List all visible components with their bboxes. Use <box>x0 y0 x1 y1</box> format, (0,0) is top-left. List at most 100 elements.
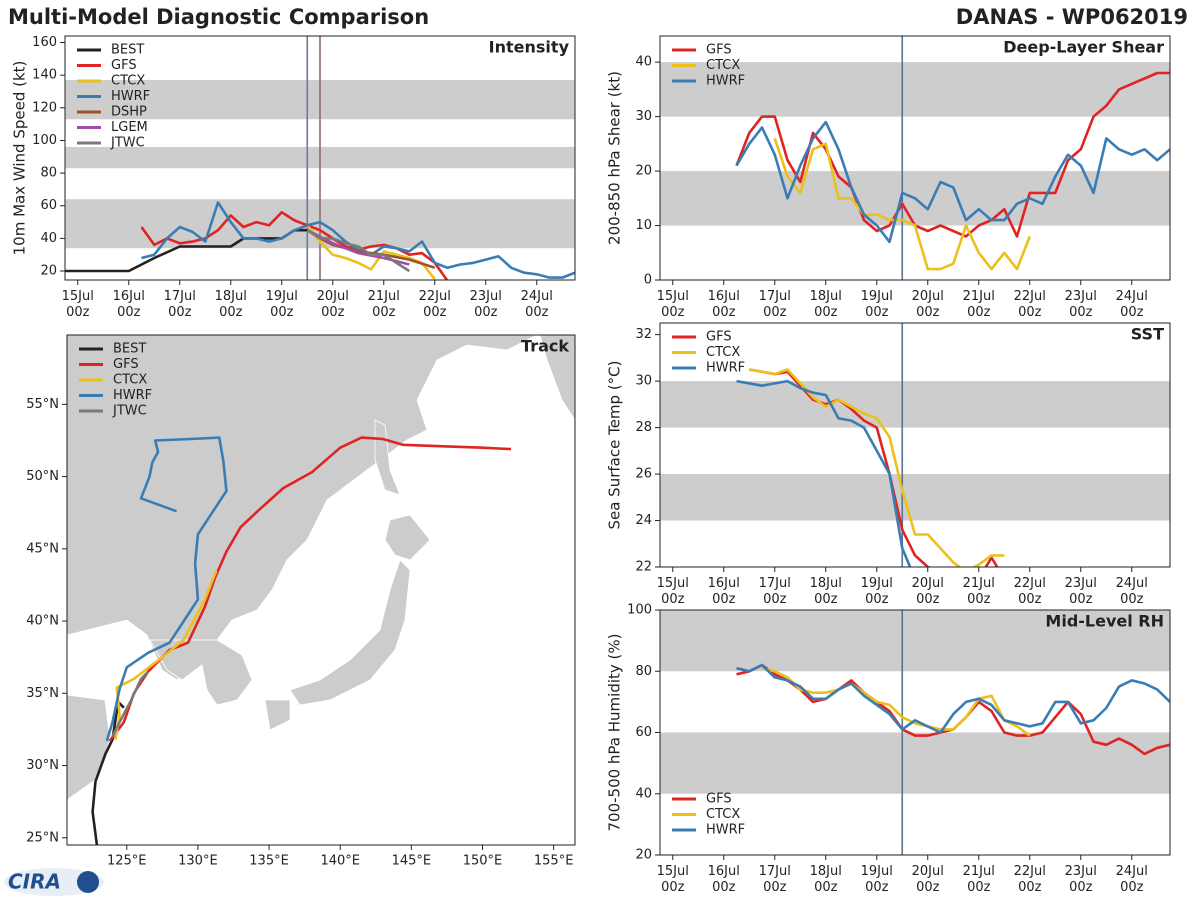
x-tick-label: 150°E <box>463 854 503 869</box>
x-tick-label: 19Jul 00z <box>861 864 893 895</box>
panel-title: Mid-Level RH <box>1045 612 1164 631</box>
page-title: Multi-Model Diagnostic Comparison <box>8 5 429 29</box>
series-line <box>749 368 999 567</box>
x-tick-label: 18Jul 00z <box>810 289 842 320</box>
series-line <box>749 368 1005 567</box>
legend-label: DSHP <box>111 105 147 120</box>
legend-label: HWRF <box>113 388 152 403</box>
legend-label: GFS <box>706 43 732 58</box>
x-tick-label: 22Jul 00z <box>1014 864 1046 895</box>
x-tick-label: 135°E <box>249 854 289 869</box>
y-tick-label: 140 <box>32 68 57 83</box>
legend-label: HWRF <box>111 89 150 104</box>
legend-label: HWRF <box>706 823 745 838</box>
plot-background <box>660 323 1170 567</box>
panel: 15Jul 00z 16Jul 00z 17Jul 00z 18Jul 00z 19Jul 00z… <box>11 35 576 320</box>
y-tick-label: 22 <box>635 560 652 575</box>
panel: 125°E 130°E 135°E 140°E 145°E 150°E 155°E 25°N 3… <box>26 334 576 869</box>
plot-frame <box>66 334 576 846</box>
x-tick-label: 145°E <box>392 854 432 869</box>
x-tick-label: 125°E <box>107 854 147 869</box>
y-tick-label: 45°N <box>26 541 59 556</box>
legend-label: GFS <box>706 792 732 807</box>
x-tick-label: 17Jul 00z <box>759 864 791 895</box>
legend-label: BEST <box>113 342 146 357</box>
y-axis-label: 700-500 hPa Humidity (%) <box>606 633 624 831</box>
y-tick-label: 40 <box>635 55 652 70</box>
plot-area <box>660 610 1170 855</box>
panel: 15Jul 00z 16Jul 00z 17Jul 00z 18Jul 00z 19Jul 00z… <box>606 322 1171 607</box>
series-line <box>736 663 1170 734</box>
band <box>660 62 1170 117</box>
y-axis-label: 10m Max Wind Speed (kt) <box>11 61 29 256</box>
series-line <box>735 120 1170 244</box>
landmass <box>264 699 291 731</box>
y-tick-label: 32 <box>635 327 652 342</box>
legend-label: LGEM <box>111 120 148 135</box>
x-tick-label: 16Jul 00z <box>113 289 145 320</box>
x-tick-label: 20Jul 00z <box>912 576 944 607</box>
x-tick-label: 15Jul 00z <box>657 289 689 320</box>
x-tick-label: 16Jul 00z <box>708 289 740 320</box>
y-tick-label: 24 <box>635 513 652 528</box>
y-tick-label: 40 <box>635 786 652 801</box>
plot-area <box>660 323 1170 567</box>
legend-label: CTCX <box>706 58 740 73</box>
panel: 15Jul 00z 16Jul 00z 17Jul 00z 18Jul 00z 19Jul 00z… <box>606 35 1171 320</box>
panel-title: Deep-Layer Shear <box>1003 38 1164 57</box>
x-tick-label: 17Jul 00z <box>759 576 791 607</box>
legend-label: GFS <box>113 357 139 372</box>
x-tick-label: 18Jul 00z <box>810 864 842 895</box>
y-tick-label: 20 <box>40 264 57 279</box>
land <box>67 335 575 801</box>
x-tick-label: 22Jul 00z <box>1014 576 1046 607</box>
landmass <box>149 639 253 706</box>
legend-label: CTCX <box>706 807 740 822</box>
series-line <box>773 137 1032 271</box>
x-tick-label: 19Jul 00z <box>861 289 893 320</box>
y-tick-label: 30 <box>635 374 652 389</box>
plot-frame <box>659 322 1171 568</box>
x-tick-label: 140°E <box>320 854 360 869</box>
series-line <box>736 379 912 567</box>
y-tick-label: 55°N <box>26 397 59 412</box>
x-tick-label: 24Jul 00z <box>1116 576 1148 607</box>
y-tick-label: 25°N <box>26 830 59 845</box>
series-line <box>141 201 575 279</box>
x-tick-label: 20Jul 00z <box>912 864 944 895</box>
x-tick-label: 21Jul 00z <box>963 576 995 607</box>
plot-frame <box>64 35 576 281</box>
series-line <box>114 570 218 740</box>
x-tick-label: 18Jul 00z <box>215 289 247 320</box>
x-tick-label: 23Jul 00z <box>1065 289 1097 320</box>
y-tick-label: 20 <box>635 848 652 863</box>
x-tick-label: 15Jul 00z <box>657 864 689 895</box>
y-tick-label: 50°N <box>26 469 59 484</box>
x-tick-label: 24Jul 00z <box>1116 289 1148 320</box>
y-tick-label: 120 <box>32 100 57 115</box>
legend-label: CTCX <box>706 345 740 360</box>
y-tick-label: 30°N <box>26 758 59 773</box>
x-tick-label: 20Jul 00z <box>912 289 944 320</box>
y-tick-label: 10 <box>635 218 652 233</box>
panel-title: Intensity <box>489 38 570 57</box>
y-tick-label: 35°N <box>26 686 59 701</box>
x-tick-label: 21Jul 00z <box>368 289 400 320</box>
y-tick-label: 40°N <box>26 614 59 629</box>
panel-title: SST <box>1131 325 1164 344</box>
logo-badge <box>4 868 104 896</box>
band <box>660 381 1170 428</box>
legend-label: HWRF <box>706 361 745 376</box>
y-tick-label: 28 <box>635 420 652 435</box>
x-tick-label: 16Jul 00z <box>708 576 740 607</box>
legend-label: JTWC <box>110 136 145 151</box>
y-tick-label: 80 <box>40 166 57 181</box>
landmass <box>67 335 538 681</box>
logo: CIRA <box>4 868 104 896</box>
storm-name: DANAS - WP062019 <box>956 5 1188 29</box>
x-tick-label: 24Jul 00z <box>1116 864 1148 895</box>
x-tick-label: 17Jul 00z <box>164 289 196 320</box>
x-tick-label: 23Jul 00z <box>1065 864 1097 895</box>
x-tick-label: 17Jul 00z <box>759 289 791 320</box>
